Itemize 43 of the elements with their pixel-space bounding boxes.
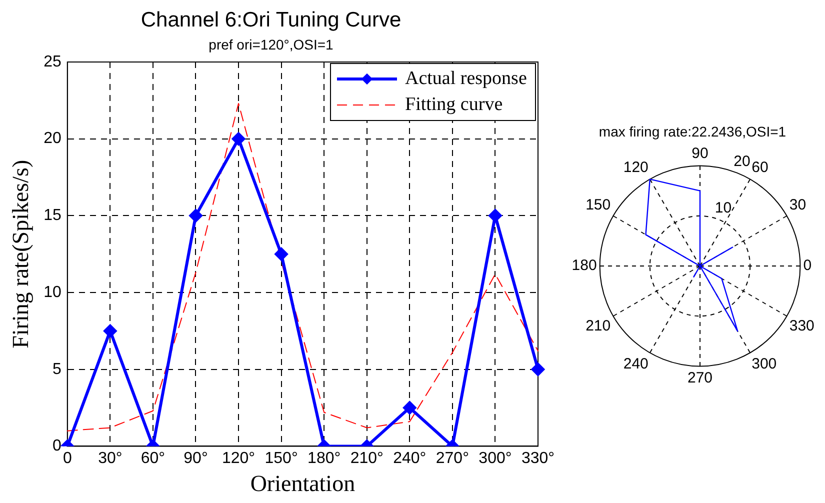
y-tick-label: 0	[52, 438, 62, 455]
y-tick-label: 5	[52, 360, 62, 378]
spoke-label: 180	[572, 257, 597, 274]
point	[232, 132, 246, 146]
spoke-label: 0	[803, 257, 812, 274]
x-tick-label: 60°	[140, 450, 166, 468]
legend-label: Fitting curve	[405, 93, 503, 117]
spoke-label: 210	[586, 318, 611, 335]
point	[104, 324, 117, 338]
x-axis-title: Orientation	[250, 471, 356, 496]
x-tick-label: 150°	[264, 450, 298, 468]
x-tick-label: 330°	[521, 450, 555, 468]
y-tick-label: 25	[44, 53, 62, 70]
spoke-label: 90	[692, 144, 708, 162]
chart-subtitle: pref ori=120°,OSI=1	[208, 36, 334, 52]
point	[189, 209, 202, 222]
x-tick-label: 180°	[308, 450, 341, 468]
y-tick-label: 10	[714, 200, 732, 217]
x-tick-label: 90°	[184, 450, 208, 468]
spoke-label: 60	[752, 158, 768, 176]
x-tick-label: 300°	[478, 450, 512, 468]
y-tick-label: 15	[44, 207, 62, 224]
spoke-label: 150	[586, 196, 611, 214]
x-tick-label: 210°	[350, 450, 384, 468]
y-tick-label: 20	[44, 130, 62, 148]
legend-label: Actual response	[405, 67, 527, 91]
y-axis-title: Firing rate(Spikes/s)	[8, 160, 33, 348]
spoke-label: 240	[623, 356, 648, 373]
x-tick-label: 270°	[436, 450, 469, 468]
point	[488, 209, 502, 222]
spoke-label: 330	[789, 318, 814, 335]
chart-title: Channel 6:Ori Tuning Curve	[140, 8, 402, 32]
chart-title: max firing rate:22.2436,OSI=1	[598, 123, 786, 140]
x-tick-label: 30°	[98, 450, 122, 468]
spoke-label: 120	[623, 158, 648, 176]
y-tick-label: 10	[44, 284, 62, 301]
spoke-label: 30	[789, 196, 806, 214]
point	[274, 248, 288, 261]
y-tick-label: 20	[734, 153, 750, 170]
x-tick-label: 240°	[393, 450, 426, 468]
spoke-label: 300	[752, 356, 777, 373]
x-tick-label: 120°	[222, 450, 256, 468]
spoke-label: 270	[687, 369, 713, 386]
